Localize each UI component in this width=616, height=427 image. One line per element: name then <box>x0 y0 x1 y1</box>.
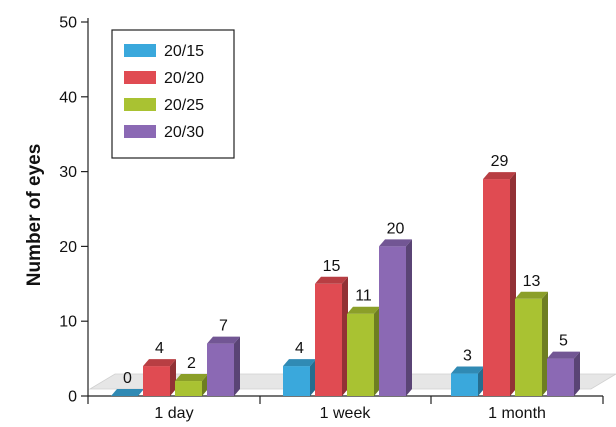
bar-side <box>310 359 316 396</box>
bar-top <box>315 276 348 284</box>
x-tick-label: 1 day <box>154 405 193 422</box>
y-tick-label: 50 <box>59 15 77 32</box>
bar-front <box>283 366 310 396</box>
bar-side <box>342 276 348 396</box>
bar-side <box>170 359 176 396</box>
bars <box>111 172 580 397</box>
bar-top <box>483 172 516 180</box>
legend-label: 20/30 <box>164 124 204 141</box>
bar-top <box>143 359 176 367</box>
bar-20-25-1-week <box>347 306 380 396</box>
data-label: 29 <box>491 153 509 170</box>
bar-20-30-1-day <box>207 336 240 396</box>
bar-front <box>175 381 202 396</box>
bar-side <box>374 306 380 396</box>
y-tick-label: 10 <box>59 314 77 331</box>
legend-label: 20/25 <box>164 97 204 114</box>
bar-20-15-1-month <box>451 366 484 396</box>
bar-top <box>175 374 208 382</box>
x-tick-label: 1 month <box>488 405 546 422</box>
bar-20-15-1-day <box>111 389 144 397</box>
bar-top <box>451 366 484 374</box>
data-label: 2 <box>187 355 196 372</box>
data-label: 4 <box>295 340 304 357</box>
bar-front <box>515 298 542 396</box>
legend-swatch <box>124 125 156 138</box>
data-label: 5 <box>559 333 568 350</box>
bar-top <box>283 359 316 367</box>
bar-20-30-1-month <box>547 351 580 396</box>
data-label: 11 <box>355 288 372 305</box>
bar-front <box>315 283 342 396</box>
bar-top <box>347 306 380 314</box>
bar-20-30-1-week <box>379 239 412 396</box>
y-tick-label: 30 <box>59 164 77 181</box>
legend-swatch <box>124 71 156 84</box>
y-tick-label: 0 <box>68 389 77 406</box>
bar-20-25-1-month <box>515 291 548 396</box>
bar-side <box>542 291 548 396</box>
bar-top <box>207 336 240 344</box>
bar-front <box>143 366 170 396</box>
bar-20-20-1-week <box>315 276 348 396</box>
y-axis-label: Number of eyes <box>24 144 45 287</box>
legend-swatch <box>124 44 156 57</box>
data-label: 3 <box>463 348 472 365</box>
bar-20-15-1-week <box>283 359 316 396</box>
bar-top <box>379 239 412 247</box>
bar-top <box>515 291 548 299</box>
legend-label: 20/15 <box>164 43 204 60</box>
bar-front <box>483 179 510 396</box>
y-tick-label: 20 <box>59 239 77 256</box>
legend-swatch <box>124 98 156 111</box>
bar-front <box>547 358 574 396</box>
data-label: 7 <box>219 318 228 335</box>
bar-front <box>451 373 478 396</box>
bar-front <box>379 246 406 396</box>
data-label: 15 <box>323 258 341 275</box>
bar-front <box>347 313 374 396</box>
bar-top <box>111 389 144 396</box>
bar-front <box>207 343 234 396</box>
bar-side <box>234 336 240 396</box>
data-labels: 0 4 3 4 15 29 2 11 13 7 20 5 <box>123 153 568 387</box>
bar-20-20-1-day <box>143 359 176 396</box>
data-label: 20 <box>387 220 405 237</box>
data-label: 4 <box>155 340 164 357</box>
bar-20-20-1-month <box>483 172 516 396</box>
bar-side <box>478 366 484 396</box>
bar-side <box>202 374 208 396</box>
bar-side <box>406 239 412 396</box>
legend-label: 20/20 <box>164 70 204 87</box>
bar-20-25-1-day <box>175 374 208 396</box>
bar-side <box>510 172 516 396</box>
y-tick-label: 40 <box>59 89 77 106</box>
bar-top <box>547 351 580 359</box>
legend: 20/15 20/20 20/25 20/30 <box>111 29 235 159</box>
x-tick-label: 1 week <box>320 405 372 422</box>
data-label: 0 <box>123 370 132 387</box>
bar-side <box>574 351 580 396</box>
data-label: 13 <box>523 273 541 290</box>
